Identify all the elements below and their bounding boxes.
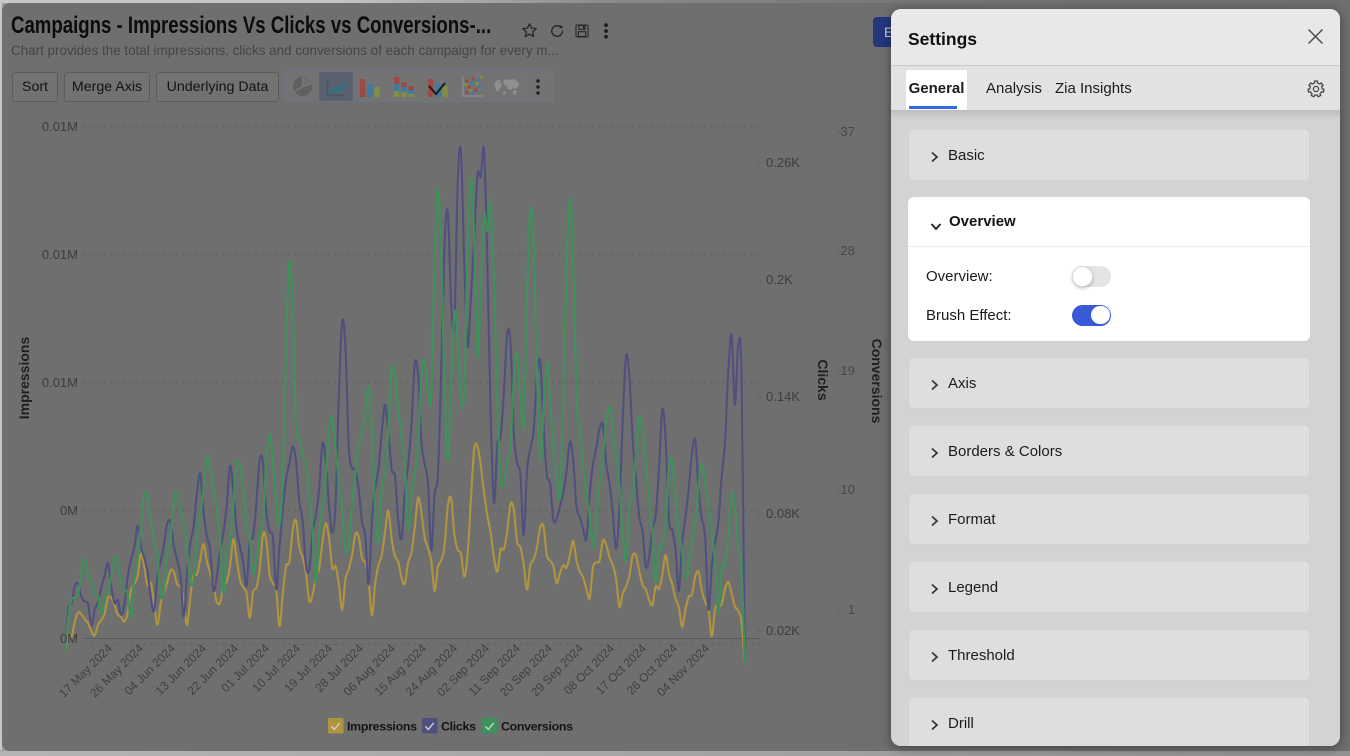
svg-text:1: 1 xyxy=(848,602,855,617)
svg-text:28: 28 xyxy=(841,243,855,258)
svg-text:0.01M: 0.01M xyxy=(42,119,78,134)
svg-text:0.08K: 0.08K xyxy=(766,506,800,521)
svg-text:0.02K: 0.02K xyxy=(766,623,800,638)
svg-text:19: 19 xyxy=(841,363,855,378)
svg-text:0.2K: 0.2K xyxy=(766,272,793,287)
svg-text:Clicks: Clicks xyxy=(815,359,831,400)
svg-text:0.14K: 0.14K xyxy=(766,389,800,404)
svg-text:10: 10 xyxy=(841,482,855,497)
svg-text:Conversions: Conversions xyxy=(869,339,885,424)
svg-text:Impressions: Impressions xyxy=(347,720,417,734)
svg-text:0.26K: 0.26K xyxy=(766,155,800,170)
svg-text:Conversions: Conversions xyxy=(501,720,573,734)
svg-text:0M: 0M xyxy=(60,631,78,646)
svg-text:0.01M: 0.01M xyxy=(42,375,78,390)
svg-text:0.01M: 0.01M xyxy=(42,247,78,262)
svg-text:Impressions: Impressions xyxy=(16,337,32,420)
svg-text:37: 37 xyxy=(841,124,855,139)
svg-text:0M: 0M xyxy=(60,503,78,518)
svg-text:Clicks: Clicks xyxy=(441,720,476,734)
